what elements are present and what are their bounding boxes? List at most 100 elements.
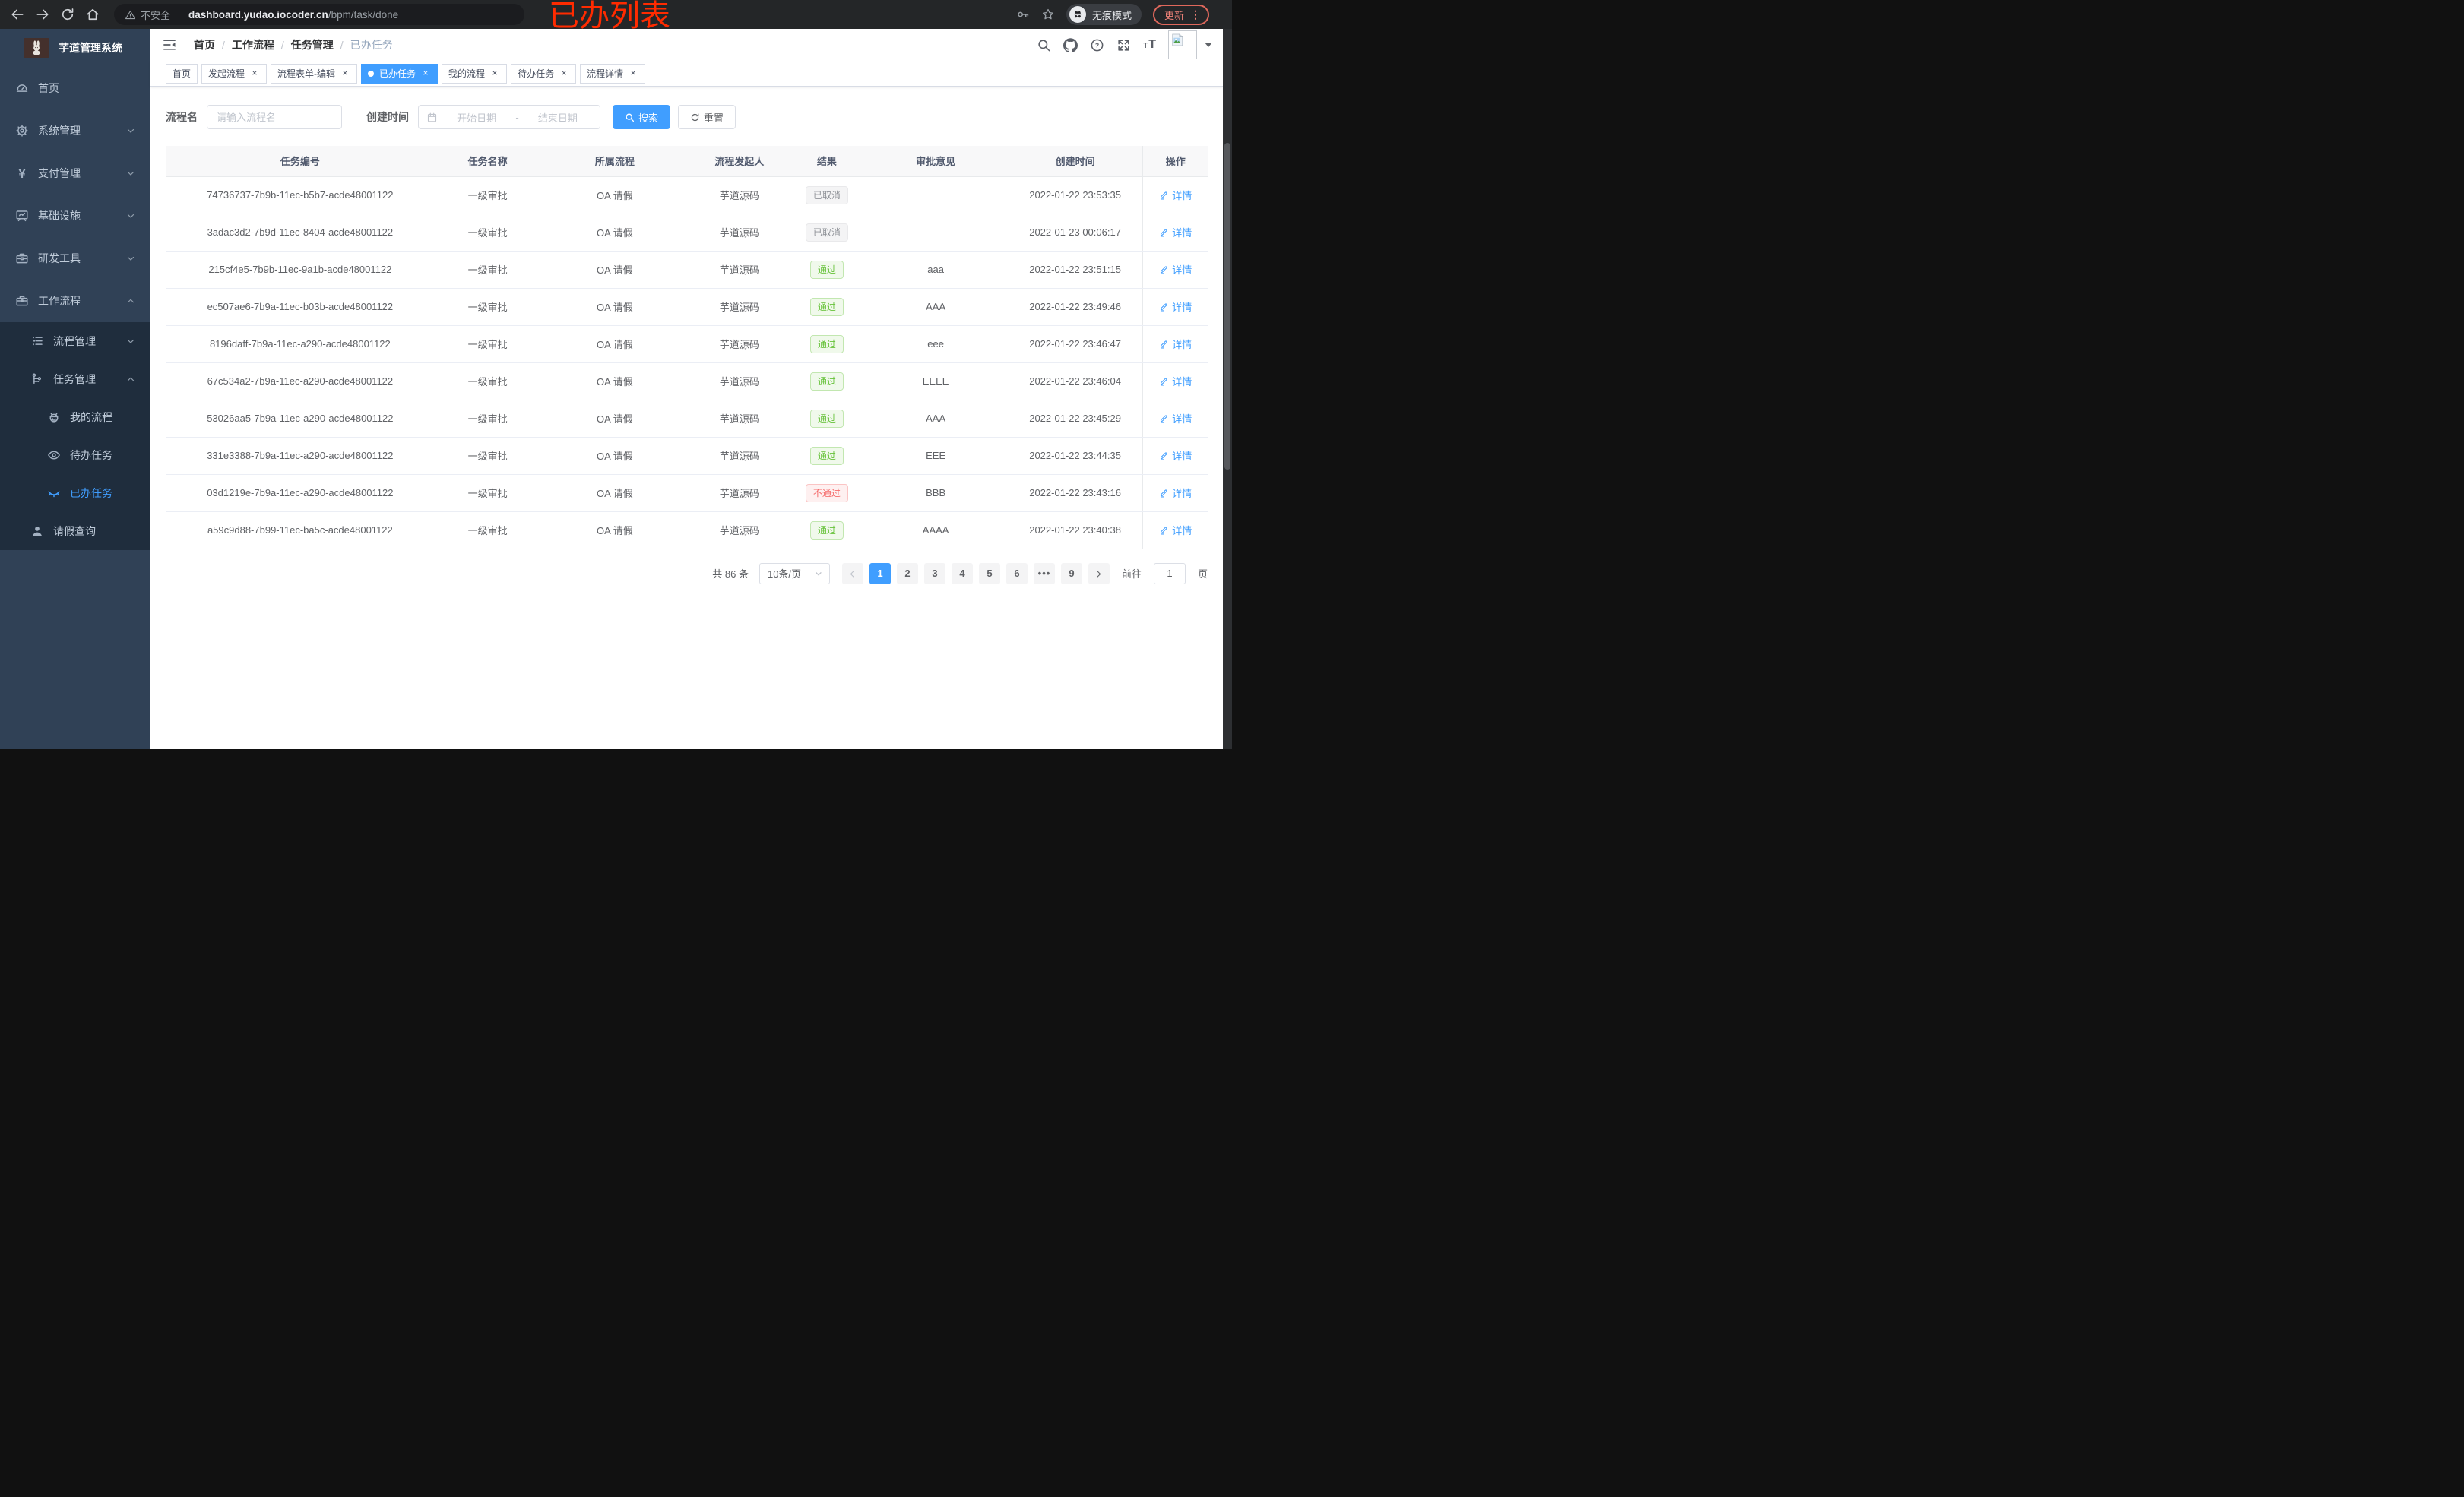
tab-done-task[interactable]: 已办任务 × (361, 63, 439, 84)
page-button[interactable]: 3 (923, 562, 945, 584)
fullscreen-icon[interactable] (1116, 38, 1131, 52)
breadcrumb-item[interactable]: 工作流程 (231, 39, 274, 51)
sidebar-menu: 首页 系统管理 ¥ 支付管理 基础设施 研发工具 工作流程 流程管理 任务管理 我的流程 待办任务已… (0, 67, 150, 550)
detail-link-label: 详情 (1172, 376, 1192, 388)
chrome-menu-icon[interactable]: ⋮ (1190, 8, 1201, 21)
more-pages-button[interactable]: ••• (1033, 562, 1055, 584)
result-badge: 通过 (809, 446, 844, 465)
sidebar-item-process-management[interactable]: 流程管理 (0, 322, 150, 360)
chevron-down-icon (125, 168, 136, 179)
result-cell: 通过 (790, 437, 864, 475)
home-icon[interactable] (85, 7, 100, 22)
reset-button[interactable]: 重置 (678, 105, 736, 129)
created-time: 2022-01-23 00:06:17 (1007, 214, 1143, 252)
sidebar-item-home[interactable]: 首页 (0, 67, 150, 109)
close-icon[interactable]: × (561, 67, 567, 78)
close-icon[interactable]: × (342, 67, 348, 78)
sidebar-item-task-management[interactable]: 任务管理 (0, 360, 150, 398)
detail-link[interactable]: 详情 (1159, 262, 1192, 277)
goto-page-input[interactable] (1153, 562, 1186, 584)
tab-process-detail[interactable]: 流程详情 × (580, 63, 646, 84)
close-icon[interactable]: × (423, 67, 429, 78)
page-button[interactable]: 9 (1060, 562, 1082, 584)
process-name-input[interactable] (207, 105, 342, 129)
page-button[interactable]: 6 (1006, 562, 1028, 584)
tab-home[interactable]: 首页 (166, 63, 198, 84)
action-cell: 详情 (1142, 176, 1208, 214)
page-button[interactable]: 4 (951, 562, 973, 584)
search-button[interactable]: 搜索 (613, 105, 671, 129)
update-button[interactable]: 更新 ⋮ (1152, 4, 1209, 25)
not-secure-label[interactable]: 不安全 (141, 9, 171, 21)
sidebar-item-my-process[interactable]: 我的流程 (0, 398, 150, 436)
tab-start-process[interactable]: 发起流程 × (201, 63, 268, 84)
back-icon[interactable] (10, 7, 25, 22)
result-badge: 通过 (809, 409, 844, 428)
date-range-separator: - (515, 111, 519, 123)
sidebar-item-label: 支付管理 (38, 167, 81, 179)
start-date-placeholder[interactable]: 开始日期 (457, 112, 497, 124)
prev-page-button[interactable] (841, 562, 863, 584)
end-date-placeholder[interactable]: 结束日期 (537, 112, 578, 124)
sidebar-item-todo-task[interactable]: 待办任务 (0, 436, 150, 474)
detail-link[interactable]: 详情 (1159, 299, 1192, 314)
detail-link[interactable]: 详情 (1159, 188, 1192, 202)
detail-link[interactable]: 详情 (1159, 337, 1192, 351)
sidebar-item-workflow[interactable]: 工作流程 (0, 280, 150, 322)
close-icon[interactable]: × (252, 67, 258, 78)
created-time: 2022-01-22 23:44:35 (1007, 437, 1143, 475)
table-body: 74736737-7b9b-11ec-b5b7-acde48001122 一级审批… (166, 176, 1208, 549)
sidebar-item-payment-management[interactable]: ¥ 支付管理 (0, 152, 150, 195)
avatar[interactable] (1168, 30, 1197, 59)
sidebar-item-dev-tools[interactable]: 研发工具 (0, 237, 150, 280)
page-size-select[interactable]: 10条/页 (759, 562, 830, 584)
close-icon[interactable]: × (492, 67, 498, 78)
task-id: 67c534a2-7b9a-11ec-a290-acde48001122 (166, 362, 435, 400)
result-badge: 不通过 (805, 483, 848, 502)
bookmark-star-icon[interactable] (1041, 8, 1055, 21)
result-cell: 不通过 (790, 474, 864, 512)
page-button[interactable]: 2 (896, 562, 918, 584)
reload-icon[interactable] (60, 7, 75, 22)
sidebar-item-done-task[interactable]: 已办任务 (0, 474, 150, 512)
action-cell: 详情 (1142, 474, 1208, 512)
detail-link[interactable]: 详情 (1159, 225, 1192, 239)
action-cell: 详情 (1142, 511, 1208, 549)
chevron-down-icon (125, 336, 136, 347)
password-key-icon[interactable] (1016, 8, 1030, 21)
tab-todo-task[interactable]: 待办任务 × (511, 63, 577, 84)
next-page-button[interactable] (1088, 562, 1110, 584)
logo-row[interactable]: 芋道管理系统 (0, 29, 150, 67)
window-scrollbar[interactable] (1223, 29, 1232, 748)
process-name: OA 请假 (540, 325, 689, 363)
detail-link[interactable]: 详情 (1159, 486, 1192, 500)
page-button[interactable]: 1 (869, 562, 891, 584)
tab-my-process[interactable]: 我的流程 × (442, 63, 508, 84)
breadcrumb-item[interactable]: 任务管理 (290, 39, 334, 51)
sidebar-item-infrastructure[interactable]: 基础设施 (0, 195, 150, 237)
detail-link[interactable]: 详情 (1159, 411, 1192, 426)
forward-icon[interactable] (35, 7, 50, 22)
user-menu[interactable] (1168, 30, 1212, 59)
sidebar-collapse-icon[interactable] (162, 37, 177, 52)
date-range-picker[interactable]: 开始日期 - 结束日期 (418, 105, 600, 129)
incognito-label: 无痕模式 (1091, 9, 1132, 21)
address-bar[interactable]: 不安全 dashboard.yudao.iocoder.cn /bpm/task… (114, 4, 524, 25)
browser-chrome: 不安全 dashboard.yudao.iocoder.cn /bpm/task… (0, 0, 1232, 29)
detail-link[interactable]: 详情 (1159, 448, 1192, 463)
update-label[interactable]: 更新 (1164, 9, 1184, 21)
detail-link[interactable]: 详情 (1159, 374, 1192, 388)
close-icon[interactable]: × (630, 67, 636, 78)
help-icon[interactable]: ? (1090, 38, 1104, 52)
breadcrumb-item[interactable]: 首页 (194, 39, 215, 51)
search-icon[interactable] (1037, 38, 1051, 52)
github-icon[interactable] (1063, 37, 1078, 52)
tab-form-edit[interactable]: 流程表单-编辑 × (271, 63, 358, 84)
sidebar-item-leave-query[interactable]: 请假查询 (0, 512, 150, 550)
page-button[interactable]: 5 (978, 562, 1000, 584)
scrollbar-thumb[interactable] (1224, 143, 1230, 470)
breadcrumb-separator: / (222, 39, 225, 51)
sidebar-item-system-management[interactable]: 系统管理 (0, 109, 150, 152)
detail-link[interactable]: 详情 (1159, 523, 1192, 537)
